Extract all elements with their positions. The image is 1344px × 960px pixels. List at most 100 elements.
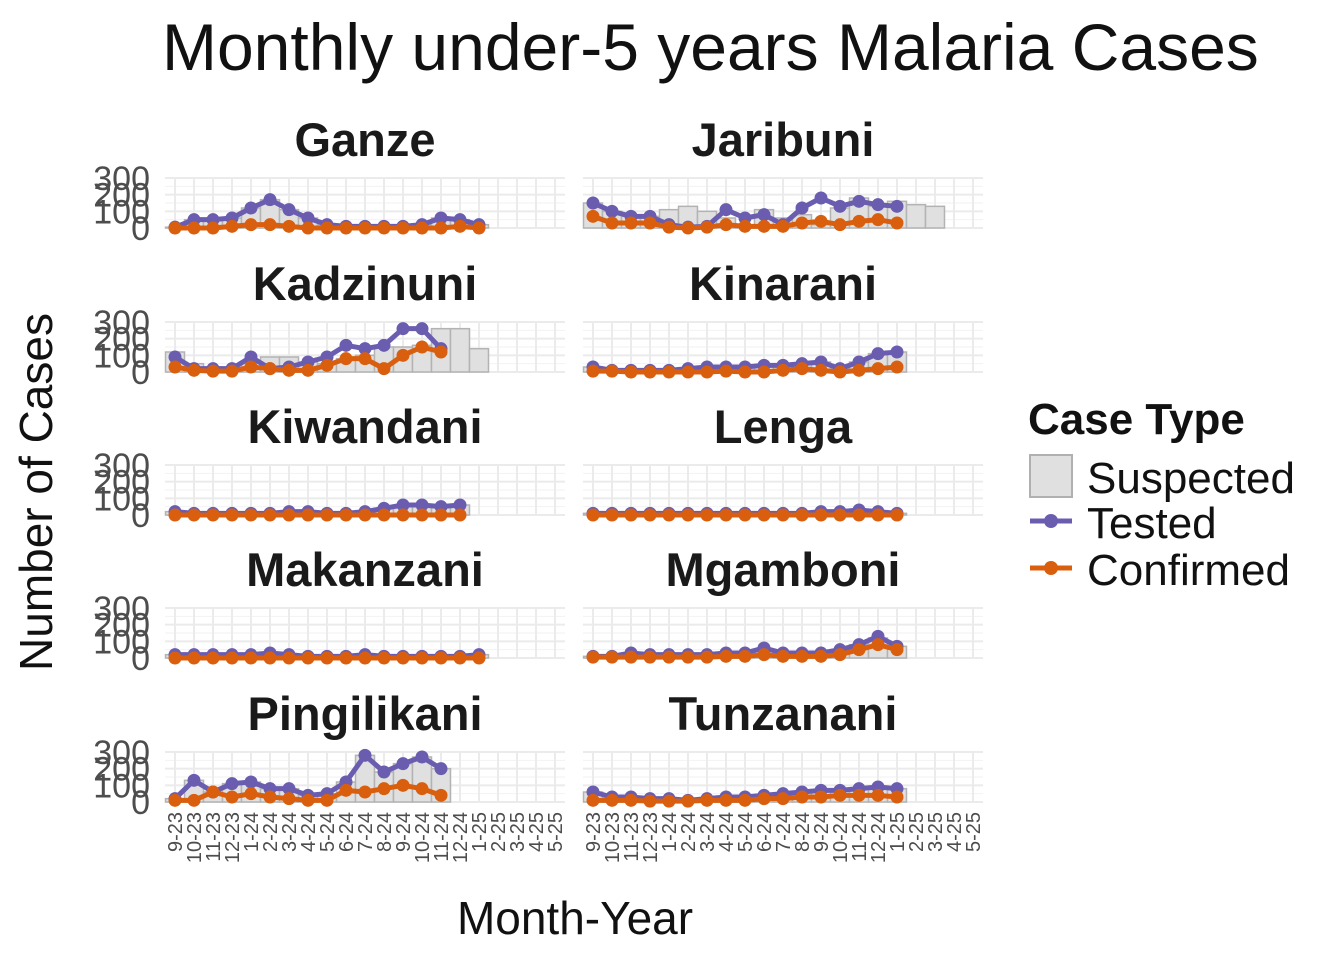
point-confirmed [700, 365, 714, 379]
point-confirmed [662, 794, 676, 808]
point-confirmed [833, 648, 847, 662]
point-confirmed [358, 785, 372, 799]
point-confirmed [586, 209, 600, 223]
point-confirmed [757, 792, 771, 806]
point-confirmed [586, 508, 600, 522]
legend-key-tested-point [1044, 514, 1058, 528]
x-tick-label: 12-24 [450, 812, 472, 863]
point-confirmed [871, 362, 885, 376]
x-tick-label: 10-23 [184, 812, 206, 863]
point-confirmed [396, 651, 410, 665]
point-tested [871, 198, 885, 212]
point-confirmed [282, 219, 296, 233]
x-tick-label: 9-24 [393, 812, 415, 852]
y-tick-label: 300 [93, 304, 150, 342]
x-tick-label: 2-24 [260, 812, 282, 852]
point-confirmed [168, 508, 182, 522]
x-tick-label: 7-24 [773, 812, 795, 852]
point-confirmed [833, 218, 847, 232]
x-axis-title: Month-Year [457, 892, 693, 944]
point-confirmed [681, 365, 695, 379]
point-confirmed [301, 651, 315, 665]
x-tick-label: 11-23 [621, 812, 643, 862]
point-confirmed [434, 508, 448, 522]
legend: Case Type Suspected Tested Confirmed [1028, 395, 1295, 595]
point-confirmed [719, 364, 733, 378]
point-confirmed [890, 508, 904, 522]
point-tested [852, 194, 866, 208]
point-confirmed [339, 651, 353, 665]
point-confirmed [643, 508, 657, 522]
point-confirmed [225, 364, 239, 378]
point-confirmed [700, 650, 714, 664]
point-confirmed [624, 650, 638, 664]
point-tested [377, 338, 391, 352]
point-confirmed [757, 365, 771, 379]
y-tick-label: 100 [93, 623, 150, 661]
point-confirmed [339, 221, 353, 235]
x-tick-label: 3-25 [925, 812, 947, 852]
point-confirmed [434, 221, 448, 235]
x-tick-label: 5-25 [545, 812, 567, 852]
point-confirmed [263, 218, 277, 232]
point-confirmed [225, 219, 239, 233]
x-tick-label: 12-23 [640, 812, 662, 863]
point-confirmed [320, 651, 334, 665]
y-tick-label: 200 [93, 607, 150, 645]
point-confirmed [643, 216, 657, 230]
point-confirmed [320, 508, 334, 522]
y-tick-label: 200 [93, 464, 150, 502]
x-tick-label: 5-24 [735, 812, 757, 852]
x-tick-label: 3-24 [279, 812, 301, 852]
point-confirmed [605, 650, 619, 664]
point-confirmed [700, 508, 714, 522]
point-confirmed [453, 508, 467, 522]
legend-key-suspected [1029, 454, 1073, 498]
x-tick-label: 2-25 [488, 812, 510, 852]
point-confirmed [415, 221, 429, 235]
x-axis: 9-2310-2311-2312-231-242-243-244-245-246… [165, 812, 985, 863]
point-confirmed [244, 787, 258, 801]
point-confirmed [852, 214, 866, 228]
point-confirmed [434, 345, 448, 359]
point-tested [396, 322, 410, 336]
point-tested [434, 211, 448, 225]
point-confirmed [472, 651, 486, 665]
point-tested [396, 498, 410, 512]
point-confirmed [301, 793, 315, 807]
point-tested [415, 322, 429, 336]
point-confirmed [396, 221, 410, 235]
point-confirmed [738, 649, 752, 663]
point-confirmed [662, 508, 676, 522]
panel-lenga: Lenga [582, 400, 983, 522]
x-tick-label: 1-24 [659, 812, 681, 852]
x-tick-label: 8-24 [374, 812, 396, 852]
point-confirmed [453, 651, 467, 665]
point-confirmed [339, 352, 353, 366]
point-confirmed [206, 221, 220, 235]
x-tick-label: 12-24 [868, 812, 890, 863]
point-confirmed [643, 365, 657, 379]
point-confirmed [244, 651, 258, 665]
point-confirmed [795, 216, 809, 230]
point-confirmed [814, 790, 828, 804]
point-tested [795, 201, 809, 215]
point-confirmed [586, 364, 600, 378]
point-confirmed [301, 363, 315, 377]
point-confirmed [206, 364, 220, 378]
point-confirmed [187, 508, 201, 522]
point-tested [415, 498, 429, 512]
point-confirmed [776, 792, 790, 806]
x-tick-label: 11-24 [849, 812, 871, 862]
point-tested [434, 762, 448, 776]
panel-mgamboni: Mgamboni [582, 543, 983, 664]
point-confirmed [757, 648, 771, 662]
point-confirmed [738, 793, 752, 807]
point-tested [301, 211, 315, 225]
point-confirmed [795, 790, 809, 804]
point-confirmed [871, 213, 885, 227]
point-confirmed [263, 362, 277, 376]
bar-suspected [449, 327, 471, 373]
